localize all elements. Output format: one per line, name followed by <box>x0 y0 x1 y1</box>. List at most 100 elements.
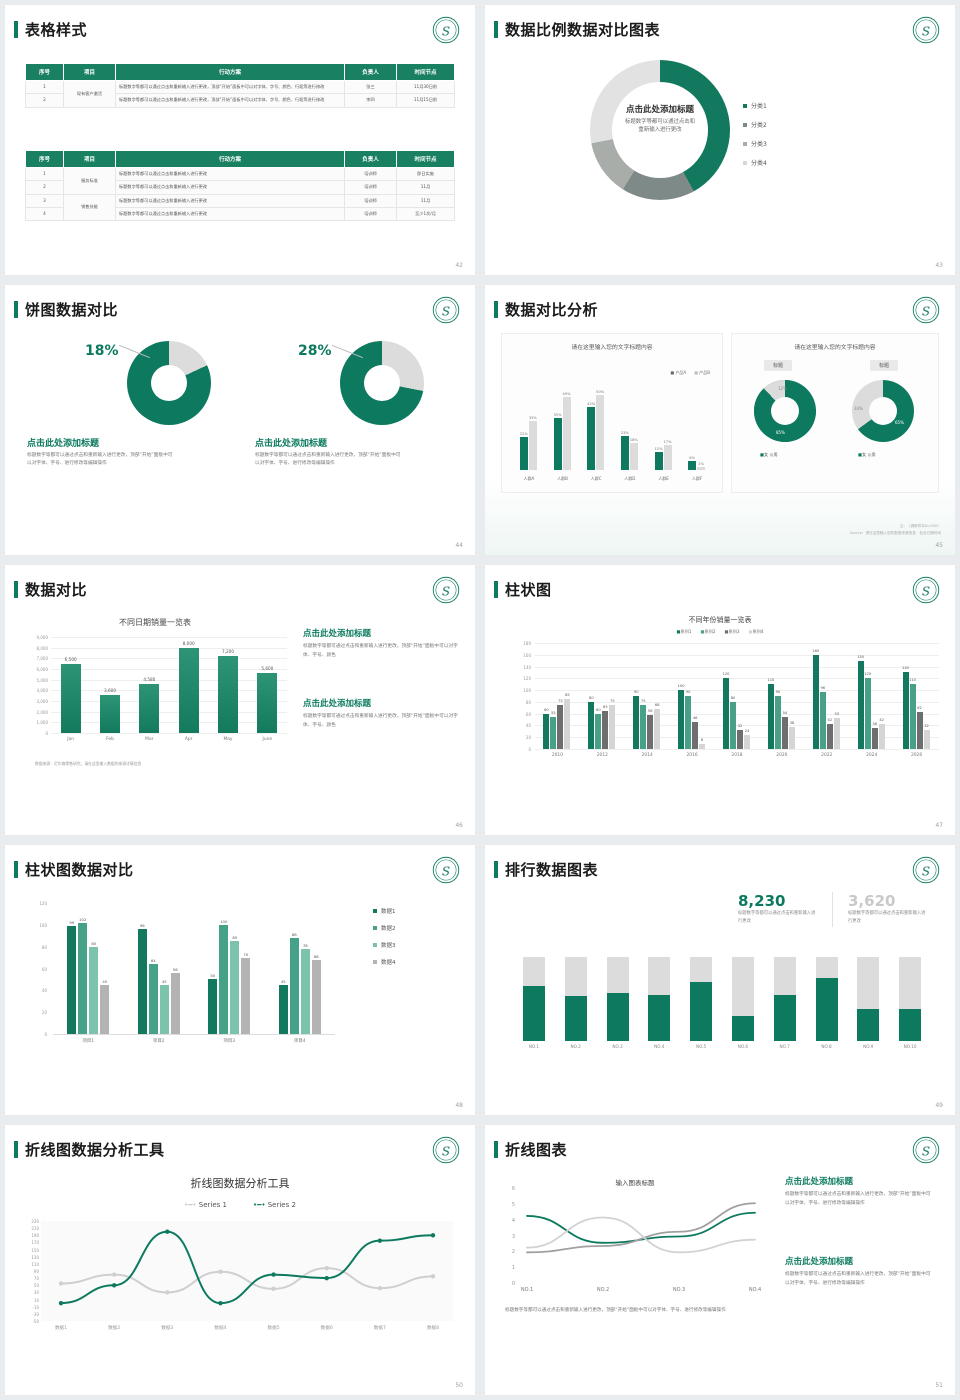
th-no: 序号 <box>25 63 64 81</box>
page-title: 数据比例数据对比图表 <box>505 21 661 39</box>
y-axis-tick: -30 <box>32 1311 39 1317</box>
legend-swatch-icon <box>373 926 377 930</box>
stat-value-secondary: 3,620 <box>848 892 896 910</box>
x-axis-label: 数据5 <box>267 1326 280 1331</box>
chart-title: 输入图表标题 <box>615 1179 655 1187</box>
y-axis-tick: 6 <box>511 1186 515 1192</box>
bar-value-label: 42 <box>827 718 833 723</box>
y-axis-tick: 4 <box>511 1217 515 1224</box>
brand-logo-icon: S <box>432 1136 460 1164</box>
section-heading-2: 点击此处添加标题 <box>303 699 372 709</box>
page-title: 饼图数据对比 <box>25 301 119 319</box>
x-axis-label: NO.9 <box>863 1044 874 1049</box>
y-axis-tick: 6,000 <box>36 667 48 672</box>
y-axis-tick: 40 <box>525 723 531 729</box>
bar <box>170 972 180 1034</box>
ranking-column <box>606 957 629 1041</box>
x-axis-label: 数据3 <box>161 1326 174 1331</box>
ranking-fill <box>690 982 713 1041</box>
bar <box>685 696 692 749</box>
cell-action: 标题数字等都可以通过点击和重新输入进行更改，顶部“开始”面板中可以对字体、字号、… <box>115 93 345 108</box>
y-axis-tick: 0 <box>45 731 48 736</box>
bar-value-label: 68 <box>654 702 660 707</box>
y-axis-tick: 7,000 <box>36 656 48 662</box>
gridline <box>51 658 287 660</box>
page-number: 50 <box>455 1382 463 1389</box>
y-axis-tick: 0 <box>44 1032 47 1037</box>
grouped-bar-chart: 180 160 140 120 100 80 60 40 20 0 60 55 75 85 2010 80 60… <box>519 641 939 763</box>
x-axis-label: NO.2 <box>570 1044 581 1049</box>
legend-swatch-icon <box>743 160 747 165</box>
bar <box>78 922 88 1034</box>
bar <box>923 730 930 749</box>
title-accent-bar <box>494 861 498 878</box>
stat-value-primary: 8,230 <box>738 892 786 910</box>
bar <box>564 698 571 749</box>
grouped-bar-chart: 120 100 80 60 40 20 0 99 102 80 45 项目1 96 64 45 56 项目2 50… <box>35 901 335 1048</box>
bar-chart: 9,000 8,000 7,000 6,000 5,000 4,000 3,000 2,000… <box>25 635 287 747</box>
svg-text:S: S <box>922 304 930 318</box>
x-axis-label: 项目1 <box>82 1039 95 1044</box>
cell-owner: 李四 <box>344 93 397 108</box>
legend-item: ■系列4 <box>748 629 764 634</box>
bar-value-label: 58 <box>647 708 653 713</box>
y-axis-tick: 4,000 <box>36 688 48 694</box>
x-axis-label: 项目4 <box>293 1039 306 1044</box>
y-axis-tick: 5,000 <box>36 677 48 683</box>
bar <box>550 716 557 749</box>
bar <box>699 744 706 749</box>
brand-logo-icon: S <box>432 576 460 604</box>
bar-value-label: 24 <box>744 728 750 733</box>
donut-2-legend: ■女 ■男 <box>858 452 876 457</box>
th-action: 行动方案 <box>115 63 345 81</box>
x-axis-label: 人群C <box>590 476 602 481</box>
page-number: 48 <box>455 1102 463 1109</box>
bar <box>139 684 160 733</box>
bar-value-label: 100 <box>677 684 685 689</box>
cell-no: 3 <box>25 193 64 208</box>
slide-pie-comparison: 饼图数据对比 S 18% 点击此处添加标题 标题数字等都可以通过点击和重新输入进… <box>5 285 475 555</box>
bar-value-label: 22% <box>519 432 528 437</box>
title-accent-bar <box>14 581 18 598</box>
x-axis-label: 人群D <box>624 476 636 481</box>
x-axis-label: NO.1 <box>528 1044 540 1049</box>
svg-text:S: S <box>442 864 450 878</box>
legend-item: 分类1 <box>743 101 767 110</box>
y-axis-tick: 190 <box>31 1233 39 1239</box>
legend-label: 分类3 <box>751 141 767 148</box>
legend-label: 数据2 <box>381 926 396 932</box>
bar <box>311 959 321 1034</box>
y-axis-tick: 80 <box>525 699 531 705</box>
brand-logo-icon: S <box>432 16 460 44</box>
legend-label: 系列2 <box>704 629 716 634</box>
x-axis-label: NO.4 <box>748 1287 762 1293</box>
y-axis-tick: 30 <box>33 1290 39 1296</box>
x-axis-label: 2020 <box>776 753 788 758</box>
bar <box>647 714 654 749</box>
th-item: 项目 <box>63 63 116 81</box>
title-accent-bar <box>494 21 498 38</box>
cell-time: 11月 <box>396 193 455 208</box>
bar-value-label: 6% <box>689 456 695 461</box>
title-accent-bar <box>494 1141 498 1158</box>
bar-value-label: 90 <box>685 690 691 694</box>
y-axis-tick: 40 <box>41 988 47 994</box>
x-axis-label: 2022 <box>821 753 833 758</box>
bar-value-label: 32 <box>737 724 743 729</box>
bar <box>864 678 871 749</box>
legend-label: 数据3 <box>381 943 396 949</box>
bar-value-label: 80 <box>91 940 97 946</box>
source-note: 注：（调研样本N=500） Source：请在这里输入您的数据来源信息 包含日期… <box>850 523 941 537</box>
section-heading-1: 点击此处添加标题 <box>27 439 100 449</box>
bar-value-label: 55 <box>551 710 556 715</box>
brand-logo-icon: S <box>912 576 940 604</box>
section-heading-1: 点击此处添加标题 <box>303 629 372 639</box>
page-number: 46 <box>455 822 463 829</box>
title-accent-bar <box>14 861 18 878</box>
section-body-2: 标题数字等都可以通过点击和重新输入进行更改，顶部“开始”面板中可以对字体、字号、… <box>785 1272 931 1286</box>
page-title: 排行数据图表 <box>505 861 599 879</box>
legend-item: ■ 产品A <box>670 370 687 375</box>
ranking-fill <box>815 978 838 1041</box>
x-axis-label: 数据6 <box>320 1326 333 1331</box>
bar <box>609 704 616 749</box>
